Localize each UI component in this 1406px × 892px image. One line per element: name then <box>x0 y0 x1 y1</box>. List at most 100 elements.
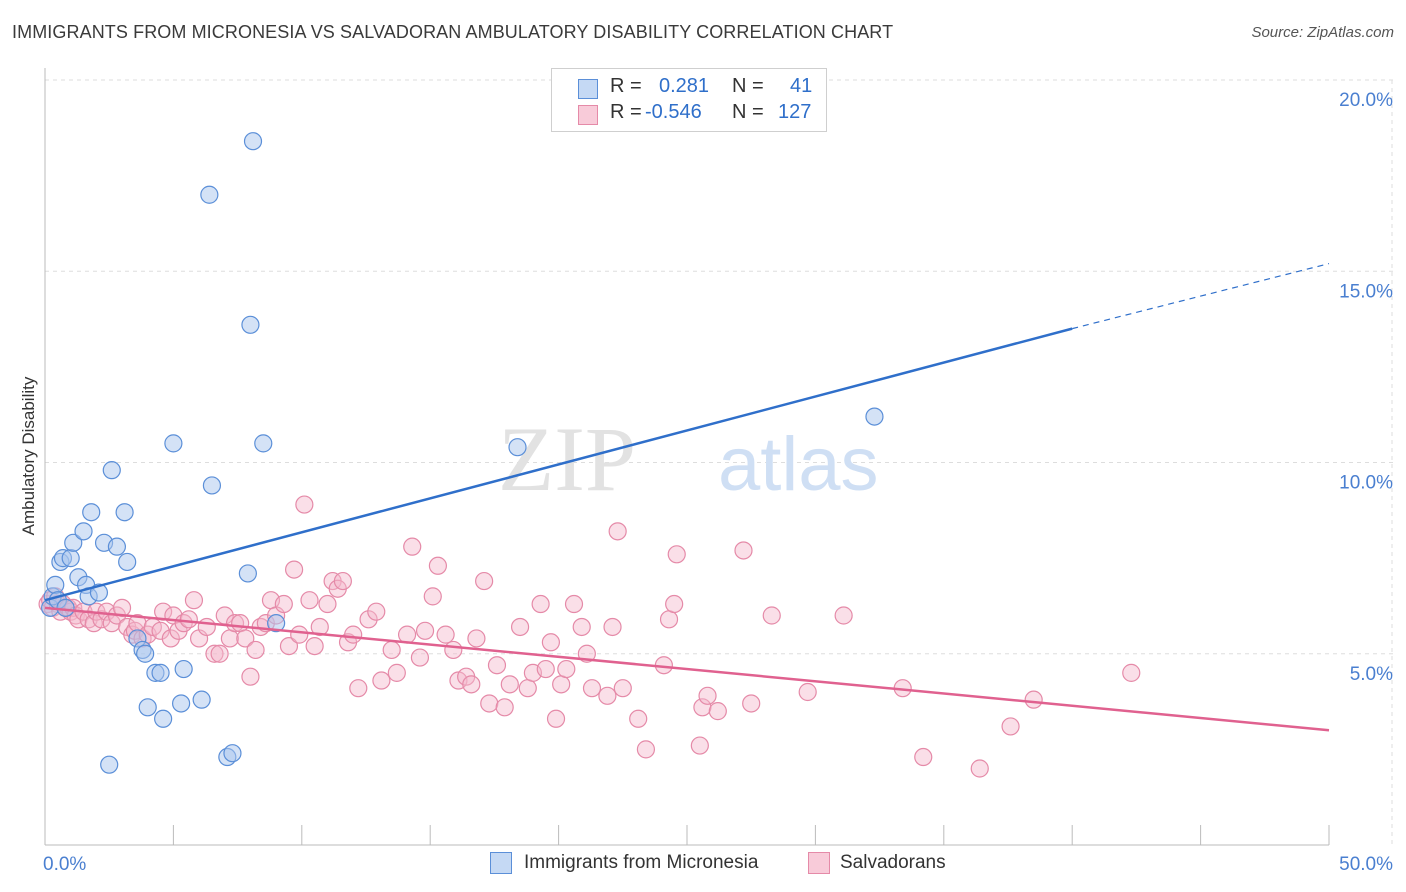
salvadorans-point <box>636 740 656 759</box>
salvadorans-point <box>667 545 686 564</box>
r-label: R = <box>610 75 642 97</box>
micronesia-point <box>164 434 183 453</box>
salvadorans-point <box>241 667 260 686</box>
micronesia-point <box>508 438 527 457</box>
salvadorans-point <box>210 644 229 663</box>
salvadorans-point <box>344 625 363 644</box>
salvadorans-point <box>274 594 293 614</box>
salvadorans-point <box>318 594 337 614</box>
tick-labels: 5.0% 10.0% 15.0% 20.0% 0.0% 50.0% <box>43 90 1393 875</box>
micronesia-point <box>100 755 119 774</box>
micronesia-point <box>192 690 211 709</box>
y-tick-label: 20.0% <box>1339 90 1393 111</box>
salvadorans-point <box>231 614 250 633</box>
blue-swatch <box>578 79 598 99</box>
salvadorans-point <box>295 495 314 514</box>
axes <box>44 68 1330 846</box>
salvadorans-point <box>608 522 627 541</box>
micronesia-point <box>154 709 173 728</box>
micronesia-point <box>151 663 170 682</box>
salvadorans-point <box>708 702 727 721</box>
micronesia-point <box>115 503 134 522</box>
salvadorans-point <box>151 621 170 640</box>
salvadorans-point <box>462 675 481 694</box>
salvadorans-point <box>659 610 679 629</box>
micronesia-point <box>138 698 157 717</box>
micronesia-point <box>202 476 222 495</box>
salvadorans-point <box>310 617 329 637</box>
salvadorans-point <box>349 679 368 698</box>
salvadorans-point <box>541 633 560 652</box>
salvadorans-point <box>546 709 566 728</box>
chart-title: IMMIGRANTS FROM MICRONESIA VS SALVADORAN… <box>12 22 894 42</box>
salvadorans-point <box>197 617 216 637</box>
salvadorans-point <box>205 644 224 663</box>
correlation-legend: R = 0.281 N = 41 R = -0.546 N = 127 <box>551 68 827 132</box>
micronesia-point <box>200 185 219 204</box>
micronesia-trend-extension <box>1072 263 1330 330</box>
y-tick-label: 10.0% <box>1339 473 1393 494</box>
salvadorans-point <box>161 629 180 648</box>
salvadorans-point <box>279 636 299 656</box>
salvadorans-point <box>603 617 622 637</box>
micronesia-point <box>865 407 884 426</box>
salvadorans-point <box>518 679 537 698</box>
salvadorans-points <box>38 495 1141 778</box>
salvadorans-point <box>467 629 486 648</box>
watermark-atlas: atlas <box>718 422 879 507</box>
micronesia-point <box>254 434 273 453</box>
salvadorans-point <box>480 694 499 713</box>
salvadorans-point <box>834 606 853 625</box>
salvadorans-point <box>184 591 204 610</box>
micronesia-point <box>136 644 155 663</box>
salvadorans-point <box>1122 663 1141 682</box>
micronesia-point <box>74 522 93 541</box>
salvadorans-point <box>387 663 406 682</box>
salvadorans-point <box>436 625 455 644</box>
micronesia-point <box>267 614 286 633</box>
salvadorans-point <box>290 625 309 644</box>
micronesia-point <box>107 537 127 556</box>
salvadorans-point <box>914 747 933 767</box>
r-value-micronesia: 0.281 <box>659 75 710 97</box>
salvadorans-point <box>410 648 430 667</box>
y-tick-label: 15.0% <box>1339 281 1393 302</box>
salvadorans-point <box>495 698 514 717</box>
salvadorans-point <box>359 610 378 629</box>
salvadorans-point <box>629 709 648 728</box>
legend-label-salvadorans: Salvadorans <box>840 852 946 873</box>
source-label: Source: ZipAtlas.com <box>1251 24 1394 41</box>
salvadorans-point <box>582 679 602 698</box>
n-value-micronesia: 41 <box>790 75 813 97</box>
r-label: R = <box>610 101 642 123</box>
salvadorans-point <box>693 698 712 717</box>
n-label: N = <box>732 101 764 123</box>
pink-legend-swatch <box>808 852 830 874</box>
micronesia-trend-line <box>44 327 1073 602</box>
salvadorans-point <box>236 629 255 648</box>
salvadorans-point <box>665 594 684 614</box>
salvadorans-point <box>572 617 591 637</box>
salvadorans-point <box>403 537 422 556</box>
y-axis-label: Ambulatory Disability <box>19 376 38 535</box>
x-tick-label: 0.0% <box>43 854 86 875</box>
salvadorans-point <box>423 587 442 606</box>
micronesia-point <box>238 564 257 583</box>
salvadorans-point <box>305 636 324 656</box>
salvadorans-point <box>487 656 507 675</box>
salvadorans-point <box>762 606 781 625</box>
micronesia-points <box>41 132 884 774</box>
salvadorans-point <box>557 659 576 679</box>
blue-legend-swatch <box>490 852 512 874</box>
micronesia-point <box>241 315 260 334</box>
salvadorans-point <box>333 571 352 591</box>
micronesia-point <box>61 549 80 568</box>
salvadorans-point <box>698 686 717 705</box>
salvadorans-point <box>475 571 494 591</box>
micronesia-point <box>64 533 83 552</box>
trend-lines <box>44 263 1330 732</box>
r-value-salvadorans: -0.546 <box>645 101 702 123</box>
salvadorans-point <box>382 640 401 660</box>
micronesia-point <box>243 132 263 151</box>
micronesia-point <box>118 552 137 572</box>
